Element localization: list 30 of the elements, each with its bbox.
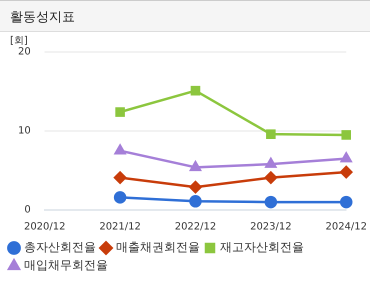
x-tick-label: 2023/12 — [250, 222, 292, 233]
x-tick-label: 2021/12 — [99, 222, 141, 233]
x-tick-label: 2020/12 — [24, 222, 66, 233]
point — [340, 196, 352, 208]
legend-label: 매입채무회전율 — [24, 258, 108, 272]
legend-label: 매출채권회전율 — [116, 240, 200, 254]
legend-label: 총자산회전율 — [24, 240, 96, 254]
x-tick-label: 2022/12 — [174, 222, 216, 233]
x-tick-label: 2024/12 — [325, 222, 367, 233]
point — [340, 166, 352, 178]
point — [190, 86, 200, 96]
point — [264, 196, 278, 208]
point — [190, 161, 202, 172]
legend-label: 재고자산회전율 — [220, 240, 304, 254]
point — [115, 107, 125, 117]
point — [266, 129, 276, 139]
point — [340, 152, 352, 162]
y-tick-label: 20 — [18, 46, 31, 58]
point — [114, 171, 126, 184]
chart-title: 활동성지표 — [0, 0, 370, 32]
y-tick-label: 0 — [24, 204, 31, 216]
point — [114, 191, 126, 204]
point — [265, 158, 276, 168]
point — [114, 144, 126, 154]
point — [189, 195, 202, 208]
point — [189, 180, 202, 194]
point — [341, 130, 352, 140]
y-tick-label: 10 — [18, 126, 31, 137]
y-axis-title: [회] — [10, 36, 28, 47]
point — [264, 171, 278, 184]
